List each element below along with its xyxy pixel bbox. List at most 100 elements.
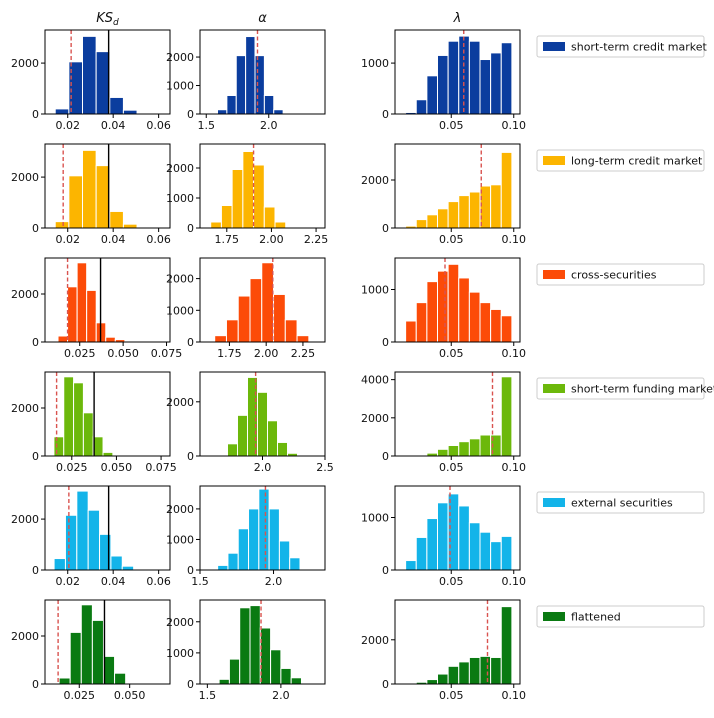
- legend-label: long-term credit market: [571, 155, 703, 168]
- histogram-bar-flattened-lambda: [459, 662, 470, 684]
- histogram-bar-short-term-credit-market-alpha: [274, 110, 283, 114]
- y-tick-label: 2000: [11, 288, 39, 301]
- histogram-bar-short-term-funding-market-ks: [74, 383, 84, 456]
- histogram-bar-short-term-funding-market-lambda: [469, 439, 480, 456]
- histogram-bar-short-term-funding-market-lambda: [438, 449, 449, 456]
- x-tick-label: 0.10: [502, 689, 527, 702]
- histogram-bar-cross-securities-alpha: [226, 320, 238, 342]
- histogram-bar-short-term-credit-market-alpha: [255, 56, 264, 114]
- legend-swatch: [543, 270, 565, 279]
- histogram-bar-short-term-funding-market-lambda: [459, 442, 470, 456]
- x-tick-label: 0.06: [146, 119, 171, 132]
- histogram-bar-cross-securities-lambda: [438, 271, 449, 342]
- histogram-bar-external-securities-alpha: [279, 541, 289, 570]
- legend-label: short-term funding market: [571, 383, 714, 396]
- histogram-bar-long-term-credit-market-ks: [69, 176, 83, 228]
- histogram-bar-external-securities-lambda: [427, 519, 438, 570]
- histogram-bar-long-term-credit-market-alpha: [243, 152, 254, 229]
- histogram-bar-external-securities-ks: [111, 556, 122, 570]
- histogram-bar-short-term-funding-market-alpha: [238, 415, 248, 456]
- histogram-bar-flattened-ks: [59, 678, 70, 684]
- legend-swatch: [543, 42, 565, 51]
- histogram-bar-short-term-funding-market-lambda: [480, 435, 491, 456]
- histogram-bar-flattened-alpha: [219, 679, 229, 684]
- histogram-bar-external-securities-lambda: [416, 537, 427, 570]
- histogram-bar-short-term-credit-market-ks: [110, 97, 124, 114]
- histogram-bar-cross-securities-alpha: [297, 336, 309, 342]
- y-tick-label: 0: [187, 108, 194, 121]
- histogram-bar-short-term-funding-market-ks: [103, 452, 113, 456]
- y-tick-label: 2000: [166, 503, 194, 516]
- y-tick-label: 0: [382, 678, 389, 691]
- x-tick-label: 0.075: [145, 461, 177, 474]
- x-tick-label: 0.04: [101, 119, 126, 132]
- histogram-bar-cross-securities-lambda: [427, 282, 438, 342]
- histogram-bar-flattened-alpha: [271, 650, 281, 684]
- histogram-bar-flattened-ks: [81, 605, 92, 684]
- histogram-bar-external-securities-ks: [54, 559, 65, 570]
- histogram-bar-long-term-credit-market-ks: [96, 166, 110, 228]
- histogram-bar-short-term-funding-market-alpha: [228, 444, 238, 456]
- x-tick-label: 2.0: [254, 461, 272, 474]
- histogram-bar-external-securities-ks: [122, 566, 133, 570]
- x-tick-label: 0.05: [439, 347, 464, 360]
- histogram-bar-short-term-funding-market-alpha: [258, 392, 268, 456]
- x-tick-label: 2.00: [254, 347, 279, 360]
- histogram-bar-external-securities-ks: [65, 515, 76, 570]
- x-tick-label: 0.050: [114, 689, 146, 702]
- y-tick-label: 2000: [166, 616, 194, 629]
- y-tick-label: 0: [382, 336, 389, 349]
- histogram-bar-external-securities-alpha: [238, 529, 248, 570]
- x-tick-label: 0.10: [502, 461, 527, 474]
- x-tick-label: 0.02: [55, 575, 80, 588]
- histogram-bar-cross-securities-alpha: [215, 336, 227, 342]
- histogram-bar-flattened-alpha: [281, 668, 291, 684]
- histogram-bar-external-securities-alpha: [290, 558, 300, 570]
- x-tick-label: 0.05: [439, 689, 464, 702]
- histogram-bar-flattened-lambda: [480, 656, 491, 684]
- histogram-bar-short-term-credit-market-alpha: [264, 95, 273, 114]
- histogram-bar-short-term-funding-market-lambda: [448, 446, 459, 457]
- column-title-subscript: d: [113, 18, 119, 28]
- legend-swatch: [543, 612, 565, 621]
- histogram-bar-long-term-credit-market-lambda: [448, 202, 459, 228]
- histogram-bar-short-term-credit-market-alpha: [218, 110, 227, 114]
- y-tick-label: 0: [32, 450, 39, 463]
- histogram-bar-flattened-ks: [115, 673, 126, 684]
- histogram-bar-external-securities-lambda: [469, 523, 480, 570]
- histogram-bar-external-securities-alpha: [228, 553, 238, 570]
- histogram-bar-flattened-lambda: [438, 674, 449, 684]
- histogram-bar-short-term-credit-market-alpha: [227, 95, 236, 114]
- y-tick-label: 1000: [166, 304, 194, 317]
- x-tick-label: 2.0: [260, 119, 278, 132]
- histogram-bar-flattened-alpha: [250, 606, 260, 684]
- y-tick-label: 1000: [361, 284, 389, 297]
- histogram-bar-cross-securities-ks: [58, 336, 68, 342]
- histogram-bar-flattened-alpha: [229, 659, 239, 684]
- histogram-bar-flattened-lambda: [491, 657, 502, 684]
- histogram-bar-short-term-credit-market-lambda: [448, 41, 459, 114]
- histogram-bar-cross-securities-lambda: [416, 303, 427, 342]
- x-tick-label: 0.025: [64, 689, 96, 702]
- x-tick-label: 0.050: [101, 461, 133, 474]
- x-tick-label: 0.025: [64, 347, 96, 360]
- histogram-bar-long-term-credit-market-lambda: [427, 215, 438, 228]
- histogram-bar-short-term-funding-market-lambda: [501, 377, 512, 456]
- y-tick-label: 0: [32, 336, 39, 349]
- histogram-bar-short-term-funding-market-alpha: [278, 442, 288, 456]
- y-tick-label: 4000: [361, 374, 389, 387]
- y-tick-label: 2000: [361, 412, 389, 425]
- histogram-bar-flattened-lambda: [448, 666, 459, 684]
- y-tick-label: 1000: [166, 80, 194, 93]
- histogram-bar-flattened-alpha: [291, 678, 301, 684]
- histogram-bar-short-term-credit-market-lambda: [480, 60, 491, 114]
- y-tick-label: 0: [32, 108, 39, 121]
- x-tick-label: 0.10: [502, 119, 527, 132]
- x-tick-label: 0.025: [56, 461, 88, 474]
- x-tick-label: 0.04: [101, 575, 126, 588]
- histogram-bar-short-term-credit-market-ks: [55, 109, 69, 114]
- histogram-bar-flattened-lambda: [501, 607, 512, 684]
- histogram-bar-short-term-credit-market-lambda: [427, 76, 438, 114]
- histogram-bar-long-term-credit-market-lambda: [501, 152, 512, 228]
- x-tick-label: 1.5: [198, 119, 216, 132]
